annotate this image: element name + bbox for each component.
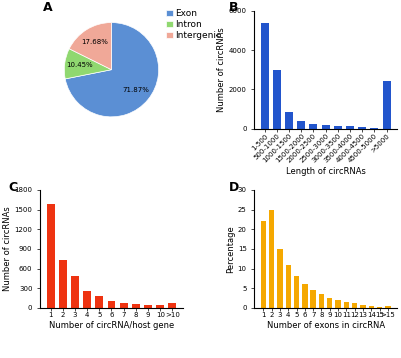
Bar: [132, 304, 140, 308]
Bar: [358, 127, 366, 129]
Bar: [168, 303, 176, 308]
Bar: [47, 204, 55, 308]
Bar: [369, 306, 374, 308]
Text: D: D: [229, 180, 239, 194]
Bar: [95, 296, 103, 308]
Bar: [371, 128, 378, 129]
Bar: [261, 23, 269, 129]
Bar: [385, 306, 391, 308]
Bar: [346, 126, 354, 129]
Bar: [273, 70, 281, 129]
Text: 17.68%: 17.68%: [81, 39, 108, 45]
Bar: [310, 290, 316, 308]
Bar: [83, 291, 91, 308]
Bar: [59, 260, 67, 308]
Bar: [144, 305, 152, 308]
Bar: [302, 284, 308, 308]
Bar: [285, 112, 293, 129]
X-axis label: Number of circRNA/host gene: Number of circRNA/host gene: [49, 321, 174, 330]
Bar: [335, 300, 341, 308]
Bar: [344, 302, 349, 308]
Bar: [277, 249, 283, 308]
Y-axis label: Number of circRNAs: Number of circRNAs: [217, 27, 226, 112]
Wedge shape: [64, 49, 111, 79]
Bar: [120, 303, 128, 308]
Y-axis label: Number of circRNAs: Number of circRNAs: [3, 207, 12, 291]
Bar: [71, 276, 79, 308]
Bar: [360, 305, 366, 308]
Bar: [352, 303, 357, 308]
Bar: [107, 301, 115, 308]
X-axis label: Number of exons in circRNA: Number of exons in circRNA: [267, 321, 385, 330]
Wedge shape: [69, 23, 111, 70]
Bar: [156, 305, 164, 308]
Y-axis label: Percentage: Percentage: [226, 225, 235, 273]
X-axis label: Length of circRNAs: Length of circRNAs: [286, 167, 366, 176]
Text: B: B: [229, 1, 238, 14]
Text: C: C: [9, 180, 18, 194]
Legend: Exon, Intron, Intergenic: Exon, Intron, Intergenic: [166, 9, 221, 40]
Bar: [383, 81, 391, 129]
Bar: [294, 276, 299, 308]
Bar: [286, 265, 291, 308]
Bar: [261, 221, 266, 308]
Bar: [327, 298, 332, 308]
Bar: [297, 121, 305, 129]
Bar: [319, 294, 324, 308]
Text: A: A: [43, 1, 53, 14]
Bar: [322, 125, 330, 129]
Text: 71.87%: 71.87%: [123, 87, 150, 93]
Bar: [377, 307, 382, 308]
Bar: [269, 210, 274, 308]
Bar: [334, 126, 342, 129]
Text: 10.45%: 10.45%: [67, 63, 93, 68]
Wedge shape: [65, 23, 159, 117]
Bar: [310, 124, 317, 129]
